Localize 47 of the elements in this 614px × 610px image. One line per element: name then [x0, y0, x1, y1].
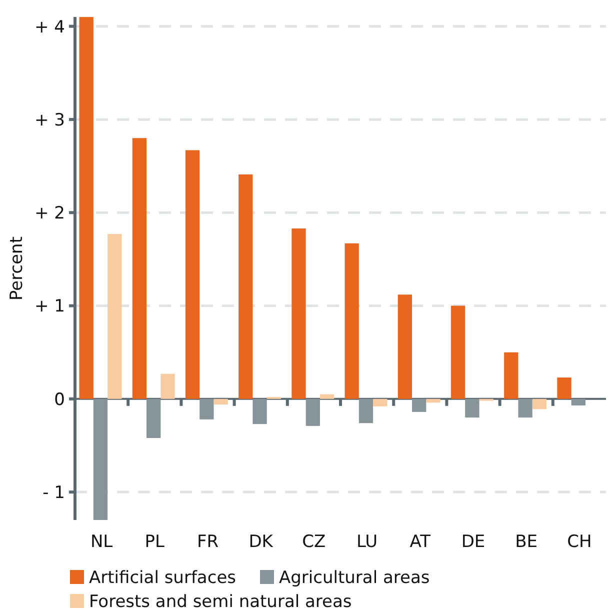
y-tick-label: 0 [54, 390, 65, 410]
y-tick-label: + 4 [34, 17, 65, 38]
bar [358, 398, 374, 424]
x-tick-label: DE [461, 532, 486, 552]
x-tick-label: NL [90, 532, 114, 552]
x-tick-label: LU [356, 532, 378, 552]
legend-label: Forests and semi natural areas [89, 592, 352, 610]
bar [465, 398, 480, 418]
x-tick-label: AT [410, 532, 432, 552]
bar [185, 150, 200, 399]
bar [344, 243, 359, 399]
bar [398, 294, 412, 399]
legend-label: Agricultural areas [279, 568, 430, 588]
y-tick-label: + 2 [34, 204, 65, 224]
bar [504, 352, 518, 399]
bar [426, 398, 440, 403]
bar [306, 398, 320, 426]
bar [146, 398, 161, 438]
bar [79, 17, 94, 399]
x-tick-label: CH [567, 532, 592, 552]
legend-label: Artificial surfaces [89, 568, 236, 588]
bar [200, 398, 214, 420]
bar [132, 138, 147, 399]
y-tick-label: - 1 [42, 483, 65, 504]
x-tick-label: CZ [302, 532, 326, 552]
x-tick-label: FR [196, 532, 219, 552]
bar [557, 377, 572, 399]
x-tick-label: DK [248, 532, 274, 552]
bar [412, 398, 426, 412]
bar [450, 306, 466, 399]
bar [320, 394, 334, 399]
bar [518, 398, 532, 418]
x-tick-label: BE [515, 532, 538, 552]
x-tick-label: PL [144, 532, 166, 552]
bar [292, 228, 306, 399]
bar [214, 398, 228, 404]
bar [238, 174, 253, 399]
y-tick-label: + 1 [34, 296, 65, 317]
bar [252, 398, 267, 424]
y-tick-label: + 3 [34, 110, 65, 130]
bar [108, 234, 122, 399]
bar [160, 374, 175, 399]
bar [373, 398, 388, 406]
bar [532, 398, 547, 410]
bar [93, 398, 108, 520]
y-axis-title: Percent [7, 236, 27, 300]
bar [571, 398, 586, 406]
